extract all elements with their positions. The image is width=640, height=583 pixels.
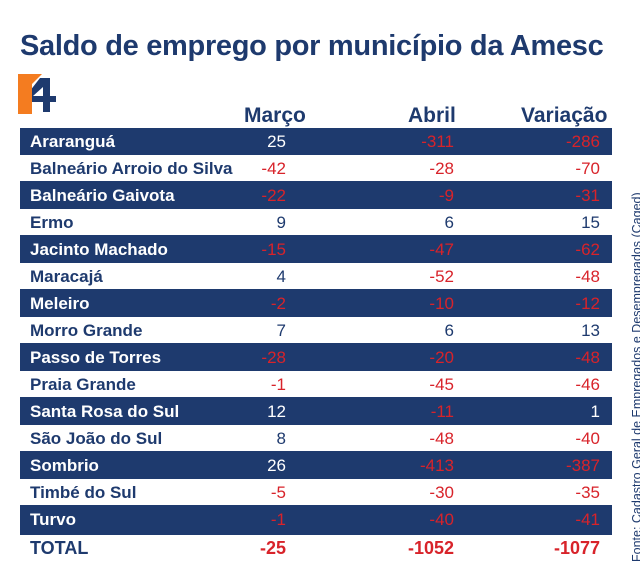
table-row: Maracajá 4 -52 -48 <box>20 263 612 290</box>
variacao-value: -70 <box>575 159 600 178</box>
marco-value: -1 <box>270 510 286 529</box>
table-row: Morro Grande 7 6 13 <box>20 317 612 344</box>
variacao-value: -12 <box>575 294 600 313</box>
marco-value: -42 <box>261 159 286 178</box>
abril-value: -10 <box>429 294 454 313</box>
variacao-value: -48 <box>575 267 600 286</box>
marco-value: -1 <box>270 375 286 394</box>
marco-value: 8 <box>276 429 286 448</box>
municipality-name: Balneário Arroio do Silva <box>30 159 233 178</box>
variacao-value: 13 <box>581 321 600 340</box>
variacao-value: 1 <box>590 402 600 421</box>
brand-logo <box>18 74 56 114</box>
marco-value: 12 <box>267 402 286 421</box>
column-header-variacao: Variação <box>521 104 608 127</box>
table-row: Sombrio 26 -413 -387 <box>20 452 612 479</box>
marco-value: -22 <box>261 186 286 205</box>
municipality-name: São João do Sul <box>30 429 163 448</box>
column-header-abril: Abril <box>408 104 456 127</box>
table-row: Timbé do Sul -5 -30 -35 <box>20 479 612 506</box>
municipality-name: Morro Grande <box>30 321 143 340</box>
marco-value: 7 <box>276 321 286 340</box>
employment-table: Araranguá 25 -311 -286 Balneário Arroio do S… <box>20 128 612 561</box>
table-row: Araranguá 25 -311 -286 <box>20 128 612 155</box>
municipality-name: Jacinto Machado <box>30 240 168 259</box>
column-header-marco: Março <box>244 104 306 127</box>
abril-value: 6 <box>444 321 454 340</box>
table-row: Jacinto Machado -15 -47 -62 <box>20 236 612 263</box>
variacao-value: -46 <box>575 375 600 394</box>
variacao-value: -48 <box>575 348 600 367</box>
variacao-value: -31 <box>575 186 600 205</box>
abril-value: -47 <box>429 240 454 259</box>
abril-value: -1052 <box>407 538 454 558</box>
abril-value: 6 <box>444 213 454 232</box>
variacao-value: -387 <box>565 456 600 475</box>
variacao-value: -35 <box>575 483 600 502</box>
municipality-name: Praia Grande <box>30 375 136 394</box>
municipality-name: Maracajá <box>30 267 103 286</box>
municipality-name: Araranguá <box>30 132 116 151</box>
municipality-name: TOTAL <box>30 538 89 558</box>
marco-value: -5 <box>270 483 286 502</box>
source-note: Fonte: Cadastro Geral de Empregados e De… <box>630 192 640 562</box>
marco-value: -15 <box>261 240 286 259</box>
table-row: Passo de Torres -28 -20 -48 <box>20 344 612 371</box>
abril-value: -45 <box>429 375 454 394</box>
abril-value: -9 <box>438 186 454 205</box>
municipality-name: Ermo <box>30 213 74 232</box>
table-row: Praia Grande -1 -45 -46 <box>20 371 612 398</box>
municipality-name: Santa Rosa do Sul <box>30 402 180 421</box>
total-row: TOTAL -25 -1052 -1077 <box>20 533 612 561</box>
variacao-value: -40 <box>575 429 600 448</box>
abril-value: -11 <box>430 402 454 421</box>
variacao-value: -286 <box>565 132 600 151</box>
variacao-value: -62 <box>575 240 600 259</box>
table-row: Balneário Arroio do Silva -42 -28 -70 <box>20 155 612 182</box>
abril-value: -28 <box>429 159 454 178</box>
marco-value: 4 <box>276 267 286 286</box>
abril-value: -48 <box>429 429 454 448</box>
table-row: Meleiro -2 -10 -12 <box>20 290 612 317</box>
page-title: Saldo de emprego por município da Amesc <box>20 30 604 62</box>
table-row: Ermo 9 6 15 <box>20 209 612 236</box>
abril-value: -52 <box>429 267 454 286</box>
marco-value: -25 <box>259 538 286 558</box>
abril-value: -40 <box>429 510 454 529</box>
table-row: São João do Sul 8 -48 -40 <box>20 425 612 452</box>
municipality-name: Meleiro <box>30 294 90 313</box>
abril-value: -413 <box>419 456 454 475</box>
variacao-value: -41 <box>575 510 600 529</box>
abril-value: -30 <box>429 483 454 502</box>
municipality-name: Sombrio <box>30 456 99 475</box>
municipality-name: Balneário Gaivota <box>30 186 175 205</box>
marco-value: -28 <box>261 348 286 367</box>
variacao-value: -1077 <box>553 538 600 558</box>
marco-value: 26 <box>267 456 286 475</box>
table-row: Balneário Gaivota -22 -9 -31 <box>20 182 612 209</box>
municipality-name: Timbé do Sul <box>30 483 137 502</box>
marco-value: 9 <box>276 213 286 232</box>
municipality-name: Turvo <box>30 510 76 529</box>
abril-value: -311 <box>421 132 454 151</box>
table-row: Santa Rosa do Sul 12 -11 1 <box>20 398 612 425</box>
marco-value: 25 <box>267 132 286 151</box>
municipality-name: Passo de Torres <box>30 348 162 367</box>
table-row: Turvo -1 -40 -41 <box>20 506 612 533</box>
variacao-value: 15 <box>581 213 600 232</box>
abril-value: -20 <box>429 348 454 367</box>
marco-value: -2 <box>270 294 286 313</box>
